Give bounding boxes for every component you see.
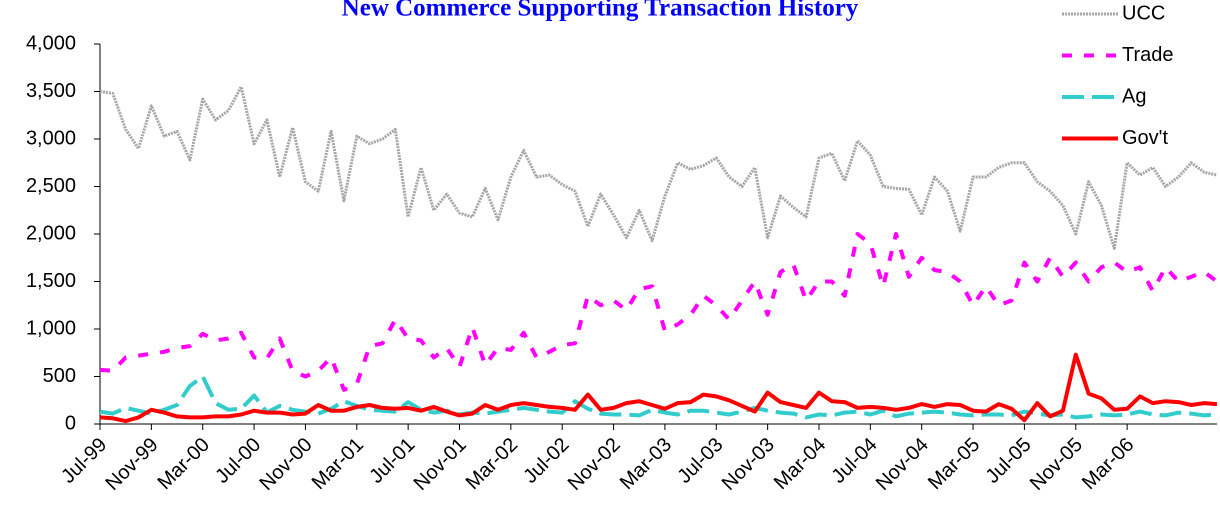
x-tick-label: Nov-02 bbox=[564, 434, 625, 495]
y-tick-label: 1,500 bbox=[26, 270, 76, 292]
y-tick-label: 1,000 bbox=[26, 317, 76, 339]
x-tick-label: Mar-01 bbox=[308, 434, 368, 494]
x-tick-label: Mar-06 bbox=[1078, 434, 1138, 494]
y-tick-label: 0 bbox=[65, 412, 76, 434]
legend-label: UCC bbox=[1122, 2, 1165, 24]
legend-label: Trade bbox=[1122, 44, 1174, 66]
x-tick-label: Nov-03 bbox=[718, 434, 779, 495]
x-tick-label: Nov-05 bbox=[1026, 434, 1087, 495]
series-line bbox=[99, 232, 1219, 392]
x-tick-label: Mar-04 bbox=[770, 434, 830, 494]
legend-label: Gov't bbox=[1122, 127, 1168, 149]
x-tick-label: Nov-01 bbox=[410, 434, 471, 495]
x-tick-label: Nov-04 bbox=[872, 434, 933, 495]
legend-label: Ag bbox=[1122, 85, 1146, 107]
y-tick-label: 500 bbox=[43, 365, 76, 387]
y-tick-label: 3,000 bbox=[26, 127, 76, 149]
x-tick-label: Nov-00 bbox=[256, 434, 317, 495]
x-tick-label: Mar-00 bbox=[154, 434, 214, 494]
y-tick-label: 4,000 bbox=[26, 32, 76, 54]
x-tick-label: Mar-03 bbox=[616, 434, 676, 494]
series-line bbox=[99, 85, 1218, 250]
y-tick-label: 2,500 bbox=[26, 175, 76, 197]
y-tick-label: 2,000 bbox=[26, 222, 76, 244]
x-tick-label: Mar-02 bbox=[462, 434, 522, 494]
x-tick-label: Nov-99 bbox=[101, 434, 162, 495]
series-line bbox=[99, 352, 1218, 424]
x-tick-label: Mar-05 bbox=[924, 434, 984, 494]
chart-title: New Commerce Supporting Transaction Hist… bbox=[342, 0, 859, 22]
y-tick-label: 3,500 bbox=[26, 80, 76, 102]
